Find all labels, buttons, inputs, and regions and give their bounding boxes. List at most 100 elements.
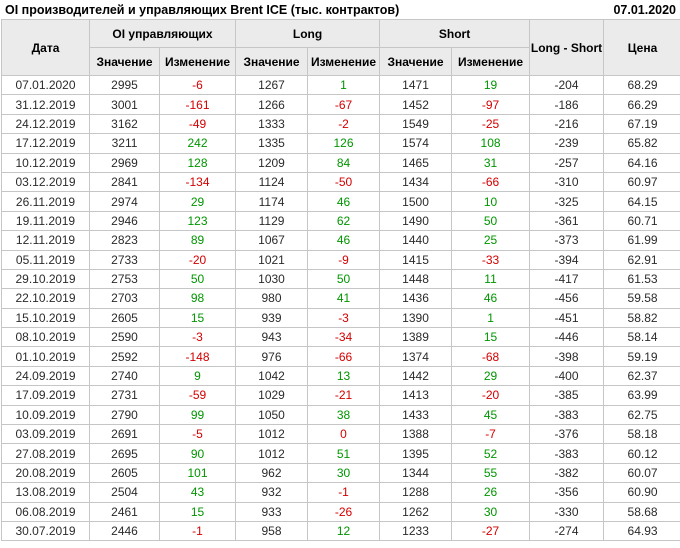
short-value-cell: 1434 xyxy=(379,171,453,193)
title-bar: OI производителей и управляющих Brent IC… xyxy=(0,0,680,19)
long-change-cell: 50 xyxy=(307,268,381,290)
short-value-cell: 1452 xyxy=(379,94,453,115)
oi-change-cell: 15 xyxy=(158,501,237,522)
long-change-cell: -1 xyxy=(307,482,381,503)
oi-value-cell: 2790 xyxy=(89,404,160,426)
date-cell: 24.09.2019 xyxy=(1,365,90,387)
short-change-cell: -97 xyxy=(451,94,531,115)
short-change-cell: 25 xyxy=(451,230,531,251)
table-row: 27.08.2019 2695 90 1012 51 1395 52 -383 60.12 xyxy=(1,443,680,464)
long-short-cell: -361 xyxy=(529,210,605,232)
col-group-long: Long xyxy=(235,19,381,48)
oi-value-cell: 2969 xyxy=(89,152,160,173)
long-value-cell: 1012 xyxy=(235,424,309,445)
oi-value-cell: 2733 xyxy=(89,249,160,270)
long-short-cell: -383 xyxy=(529,443,605,464)
price-cell: 64.16 xyxy=(603,152,680,173)
price-cell: 68.29 xyxy=(603,74,680,96)
long-value-cell: 1129 xyxy=(235,210,309,232)
oi-change-cell: 101 xyxy=(158,462,237,484)
short-change-cell: 50 xyxy=(451,210,531,232)
oi-value-cell: 2974 xyxy=(89,191,160,212)
long-value-cell: 1267 xyxy=(235,74,309,96)
date-cell: 31.12.2019 xyxy=(1,94,90,115)
date-cell: 03.09.2019 xyxy=(1,424,90,445)
report-date: 07.01.2020 xyxy=(613,3,676,17)
short-value-cell: 1374 xyxy=(379,346,453,367)
short-change-cell: 45 xyxy=(451,404,531,426)
col-header-oi-change: Изменение xyxy=(158,47,237,76)
oi-value-cell: 2695 xyxy=(89,443,160,464)
long-value-cell: 1030 xyxy=(235,268,309,290)
oi-value-cell: 2590 xyxy=(89,327,160,348)
price-cell: 58.68 xyxy=(603,501,680,522)
long-change-cell: 62 xyxy=(307,210,381,232)
oi-value-cell: 2753 xyxy=(89,268,160,290)
short-value-cell: 1471 xyxy=(379,74,453,96)
table-row: 19.11.2019 2946 123 1129 62 1490 50 -361 60.71 xyxy=(1,210,680,232)
short-change-cell: 55 xyxy=(451,462,531,484)
col-header-oi-value: Значение xyxy=(89,47,160,76)
long-change-cell: -2 xyxy=(307,113,381,135)
date-cell: 13.08.2019 xyxy=(1,482,90,503)
long-value-cell: 1050 xyxy=(235,404,309,426)
long-short-cell: -376 xyxy=(529,424,605,445)
price-cell: 65.82 xyxy=(603,133,680,154)
price-cell: 64.15 xyxy=(603,191,680,212)
price-cell: 58.82 xyxy=(603,307,680,329)
table-row: 13.08.2019 2504 43 932 -1 1288 26 -356 60.90 xyxy=(1,482,680,503)
long-short-cell: -204 xyxy=(529,74,605,96)
price-cell: 61.53 xyxy=(603,268,680,290)
long-short-cell: -400 xyxy=(529,365,605,387)
oi-change-cell: -20 xyxy=(158,249,237,270)
price-cell: 62.91 xyxy=(603,249,680,270)
table-row: 20.08.2019 2605 101 962 30 1344 55 -382 60.07 xyxy=(1,462,680,484)
short-value-cell: 1233 xyxy=(379,520,453,542)
oi-value-cell: 2504 xyxy=(89,482,160,503)
short-value-cell: 1448 xyxy=(379,268,453,290)
long-short-cell: -325 xyxy=(529,191,605,212)
short-value-cell: 1500 xyxy=(379,191,453,212)
report-title: OI производителей и управляющих Brent IC… xyxy=(5,3,400,17)
table-row: 10.09.2019 2790 99 1050 38 1433 45 -383 62.75 xyxy=(1,404,680,426)
date-cell: 30.07.2019 xyxy=(1,520,90,542)
long-change-cell: 84 xyxy=(307,152,381,173)
oi-change-cell: -59 xyxy=(158,385,237,406)
oi-value-cell: 2703 xyxy=(89,288,160,309)
short-value-cell: 1436 xyxy=(379,288,453,309)
long-short-cell: -417 xyxy=(529,268,605,290)
long-change-cell: -3 xyxy=(307,307,381,329)
long-value-cell: 1021 xyxy=(235,249,309,270)
long-value-cell: 958 xyxy=(235,520,309,542)
table-row: 17.12.2019 3211 242 1335 126 1574 108 -239 65.82 xyxy=(1,133,680,154)
oi-change-cell: 89 xyxy=(158,230,237,251)
oi-value-cell: 2823 xyxy=(89,230,160,251)
long-change-cell: 38 xyxy=(307,404,381,426)
long-value-cell: 932 xyxy=(235,482,309,503)
long-short-cell: -310 xyxy=(529,171,605,193)
short-change-cell: -33 xyxy=(451,249,531,270)
short-change-cell: -7 xyxy=(451,424,531,445)
price-cell: 62.37 xyxy=(603,365,680,387)
table-row: 08.10.2019 2590 -3 943 -34 1389 15 -446 58.14 xyxy=(1,327,680,348)
long-short-cell: -373 xyxy=(529,230,605,251)
short-change-cell: 15 xyxy=(451,327,531,348)
table-row: 05.11.2019 2733 -20 1021 -9 1415 -33 -394 62.91 xyxy=(1,249,680,270)
date-cell: 06.08.2019 xyxy=(1,501,90,522)
short-value-cell: 1389 xyxy=(379,327,453,348)
long-value-cell: 939 xyxy=(235,307,309,329)
oi-change-cell: -1 xyxy=(158,520,237,542)
long-change-cell: 1 xyxy=(307,74,381,96)
long-change-cell: -66 xyxy=(307,346,381,367)
long-value-cell: 1042 xyxy=(235,365,309,387)
long-short-cell: -274 xyxy=(529,520,605,542)
long-value-cell: 1067 xyxy=(235,230,309,251)
short-change-cell: -66 xyxy=(451,171,531,193)
oi-value-cell: 2740 xyxy=(89,365,160,387)
short-change-cell: 30 xyxy=(451,501,531,522)
col-header-long-short: Long - Short xyxy=(529,19,605,76)
oi-change-cell: 99 xyxy=(158,404,237,426)
table-header: Дата OI управляющих Long Short Long - Sh… xyxy=(1,19,680,76)
col-header-long-change: Изменение xyxy=(307,47,381,76)
long-change-cell: 51 xyxy=(307,443,381,464)
